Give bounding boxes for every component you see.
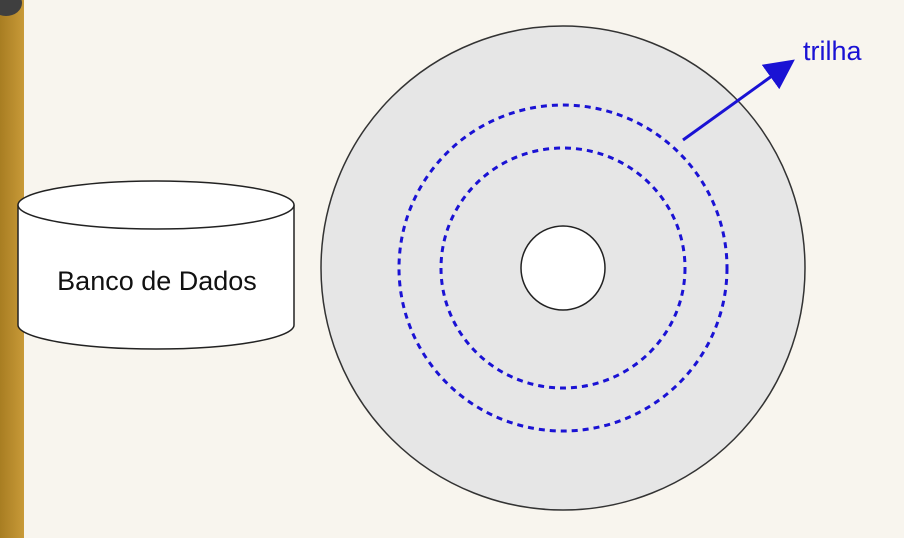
disk-center-hole <box>520 225 606 311</box>
cylinder-body <box>17 205 295 350</box>
track-label: trilha <box>803 36 863 66</box>
cylinder-top <box>17 180 295 230</box>
disk <box>320 25 806 511</box>
database-label: Banco de Dados <box>57 266 257 296</box>
inner-track <box>439 146 687 390</box>
track-arrow <box>682 59 795 142</box>
corner-shape <box>0 0 22 16</box>
outer-track <box>397 103 729 433</box>
database-cylinder: Banco de Dados <box>17 180 295 350</box>
